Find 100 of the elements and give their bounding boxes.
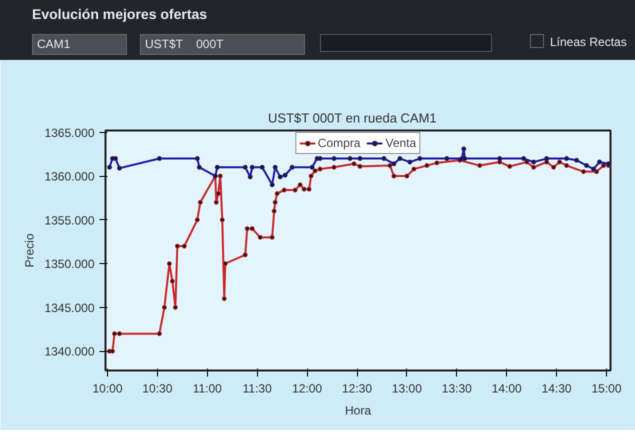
point <box>156 156 162 161</box>
chart-title: UST$T 000T en rueda CAM1 <box>268 110 437 126</box>
point <box>242 252 248 258</box>
point <box>392 174 396 178</box>
point <box>531 160 536 164</box>
x-tick-label: 13:30 <box>442 382 472 396</box>
point <box>292 188 298 192</box>
point <box>270 234 275 240</box>
point <box>272 164 278 170</box>
y-tick-label: 1350.000 <box>44 257 95 272</box>
x-tick-label: 10:00 <box>92 382 123 396</box>
point <box>258 234 263 240</box>
point <box>318 156 322 161</box>
x-tick-label: 14:00 <box>492 382 522 396</box>
point <box>308 174 314 178</box>
point <box>591 166 596 172</box>
point <box>306 186 312 192</box>
point <box>282 172 288 178</box>
point <box>584 163 589 168</box>
point <box>248 174 253 180</box>
point <box>544 156 550 161</box>
point <box>194 217 200 222</box>
point <box>218 174 223 178</box>
point <box>166 261 172 266</box>
text: UST$T 000T <box>140 34 305 56</box>
point <box>382 156 386 161</box>
x-tick-label: 12:30 <box>342 382 372 396</box>
point <box>172 305 178 310</box>
point <box>174 244 180 249</box>
point <box>290 164 295 170</box>
point <box>352 161 356 166</box>
x-tick-label: 12:00 <box>292 382 322 396</box>
text: CAM1 <box>32 34 127 56</box>
point <box>424 163 430 168</box>
point <box>358 156 362 161</box>
point <box>531 164 536 170</box>
point <box>244 226 250 231</box>
point <box>318 166 322 172</box>
point <box>601 163 606 168</box>
point <box>270 182 275 188</box>
point <box>507 164 512 169</box>
point <box>388 163 392 168</box>
point <box>564 163 569 168</box>
point <box>521 156 526 161</box>
y-axis-title: Precio <box>22 233 36 268</box>
point <box>282 188 287 192</box>
point <box>196 164 202 170</box>
y-tick-label: 1360.000 <box>44 170 95 184</box>
point <box>477 163 482 168</box>
text: Evolución mejores ofertas <box>32 5 208 24</box>
point <box>392 161 396 166</box>
point <box>170 278 175 284</box>
point <box>250 226 255 231</box>
point <box>434 160 440 166</box>
point <box>411 166 416 172</box>
point <box>117 166 122 171</box>
point <box>407 160 412 164</box>
point <box>112 331 117 336</box>
x-axis-title: Hora <box>344 404 372 418</box>
point <box>497 156 502 161</box>
point <box>113 156 118 161</box>
point <box>278 174 283 180</box>
legend-label: Venta <box>385 136 416 150</box>
point <box>348 156 352 161</box>
point <box>242 164 248 170</box>
point <box>250 164 255 170</box>
point <box>594 169 599 174</box>
point <box>214 164 220 170</box>
point <box>274 191 280 196</box>
point <box>551 164 556 170</box>
point <box>298 182 303 188</box>
legend-label: Compra <box>318 136 360 150</box>
point <box>417 156 422 161</box>
x-tick-label: 10:30 <box>142 382 173 396</box>
point <box>404 174 410 178</box>
point <box>310 164 314 170</box>
point <box>156 331 162 336</box>
point <box>260 164 265 170</box>
point <box>272 208 277 214</box>
y-tick-label: 1355.000 <box>44 213 95 228</box>
point <box>214 200 219 205</box>
text: Líneas Rectas <box>550 34 627 51</box>
point <box>107 164 112 170</box>
point <box>198 200 203 205</box>
point <box>110 348 115 354</box>
point <box>182 244 187 249</box>
point <box>194 156 200 161</box>
point <box>564 156 569 161</box>
x-tick-label: 11:30 <box>242 382 272 396</box>
x-tick-label: 13:00 <box>392 382 422 396</box>
point <box>461 146 466 152</box>
point <box>332 156 336 161</box>
y-tick-label: 1345.000 <box>44 300 95 315</box>
point <box>444 156 450 161</box>
point <box>117 331 122 336</box>
point <box>557 160 562 164</box>
y-tick-label: 1365.000 <box>44 126 95 140</box>
point <box>162 305 167 310</box>
point <box>574 158 579 163</box>
point <box>272 200 278 205</box>
